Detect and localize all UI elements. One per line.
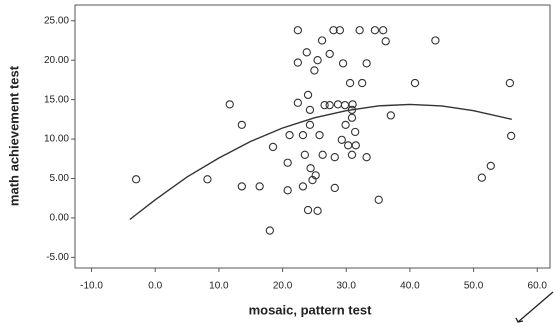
point [285, 130, 294, 140]
point [306, 164, 315, 173]
fit-line [129, 103, 512, 221]
point [268, 142, 278, 152]
point [381, 37, 390, 46]
y-axis-title: math achievement test [6, 65, 21, 206]
point [225, 100, 234, 109]
point [362, 59, 371, 68]
y-tick-label: 5.00 [50, 173, 70, 184]
point [265, 226, 274, 235]
point [131, 175, 141, 184]
point [315, 130, 324, 140]
x-tick-label: -10.0 [80, 281, 103, 292]
point [317, 36, 327, 45]
y-tick-label: -5.00 [46, 252, 69, 263]
point [358, 78, 367, 88]
point [410, 78, 420, 88]
point [370, 26, 380, 35]
y-tick-label: 10.00 [44, 134, 69, 145]
point [313, 56, 322, 65]
point [477, 173, 487, 182]
point [351, 127, 360, 137]
x-tick-label: 50.0 [464, 281, 484, 292]
point [255, 182, 264, 191]
point [345, 78, 355, 88]
point [362, 153, 371, 162]
y-tick-label: 25.00 [44, 15, 69, 26]
point [283, 186, 292, 195]
point [320, 101, 329, 110]
point [305, 105, 315, 115]
point [325, 101, 334, 110]
point [386, 111, 395, 120]
point [293, 98, 303, 107]
point [283, 158, 292, 167]
plot-area [74, 4, 551, 269]
point [347, 113, 357, 122]
point [330, 183, 339, 193]
point [311, 171, 320, 180]
point [303, 205, 313, 215]
arrow-head [515, 317, 524, 323]
point [305, 120, 315, 130]
point [348, 100, 357, 109]
x-tick-label: 20.0 [273, 281, 293, 292]
x-tick-label: 60.0 [528, 281, 548, 292]
point [237, 182, 246, 191]
x-tick-label: 40.0 [400, 281, 420, 292]
point [374, 195, 383, 204]
point [298, 182, 308, 191]
arrow-line [517, 291, 554, 323]
point [303, 90, 313, 100]
point [237, 120, 246, 130]
point [203, 175, 212, 184]
point [302, 48, 311, 57]
x-axis-title: mosaic, pattern test [249, 302, 372, 317]
point [335, 26, 345, 35]
point [379, 26, 388, 35]
point [347, 105, 357, 115]
point [325, 49, 334, 59]
point [351, 141, 360, 150]
point [300, 150, 310, 159]
y-tick-label: 0.00 [50, 213, 70, 224]
point [310, 66, 319, 75]
point [431, 36, 440, 45]
x-tick-label: 10.0 [209, 281, 229, 292]
point [347, 150, 357, 159]
point [486, 161, 495, 171]
point [355, 26, 364, 35]
point [337, 135, 346, 145]
y-tick-label: 20.00 [44, 55, 69, 66]
point [313, 206, 322, 215]
y-tick-label: 15.00 [44, 94, 69, 105]
point [507, 131, 516, 141]
point [505, 78, 515, 88]
point [293, 26, 303, 35]
point [338, 59, 348, 68]
point [329, 26, 338, 35]
x-tick-label: 30.0 [337, 281, 357, 292]
point [318, 150, 327, 159]
x-tick-label: 0.0 [148, 281, 162, 292]
point [298, 130, 308, 140]
point [341, 120, 350, 130]
point [330, 153, 339, 162]
point [293, 58, 303, 67]
